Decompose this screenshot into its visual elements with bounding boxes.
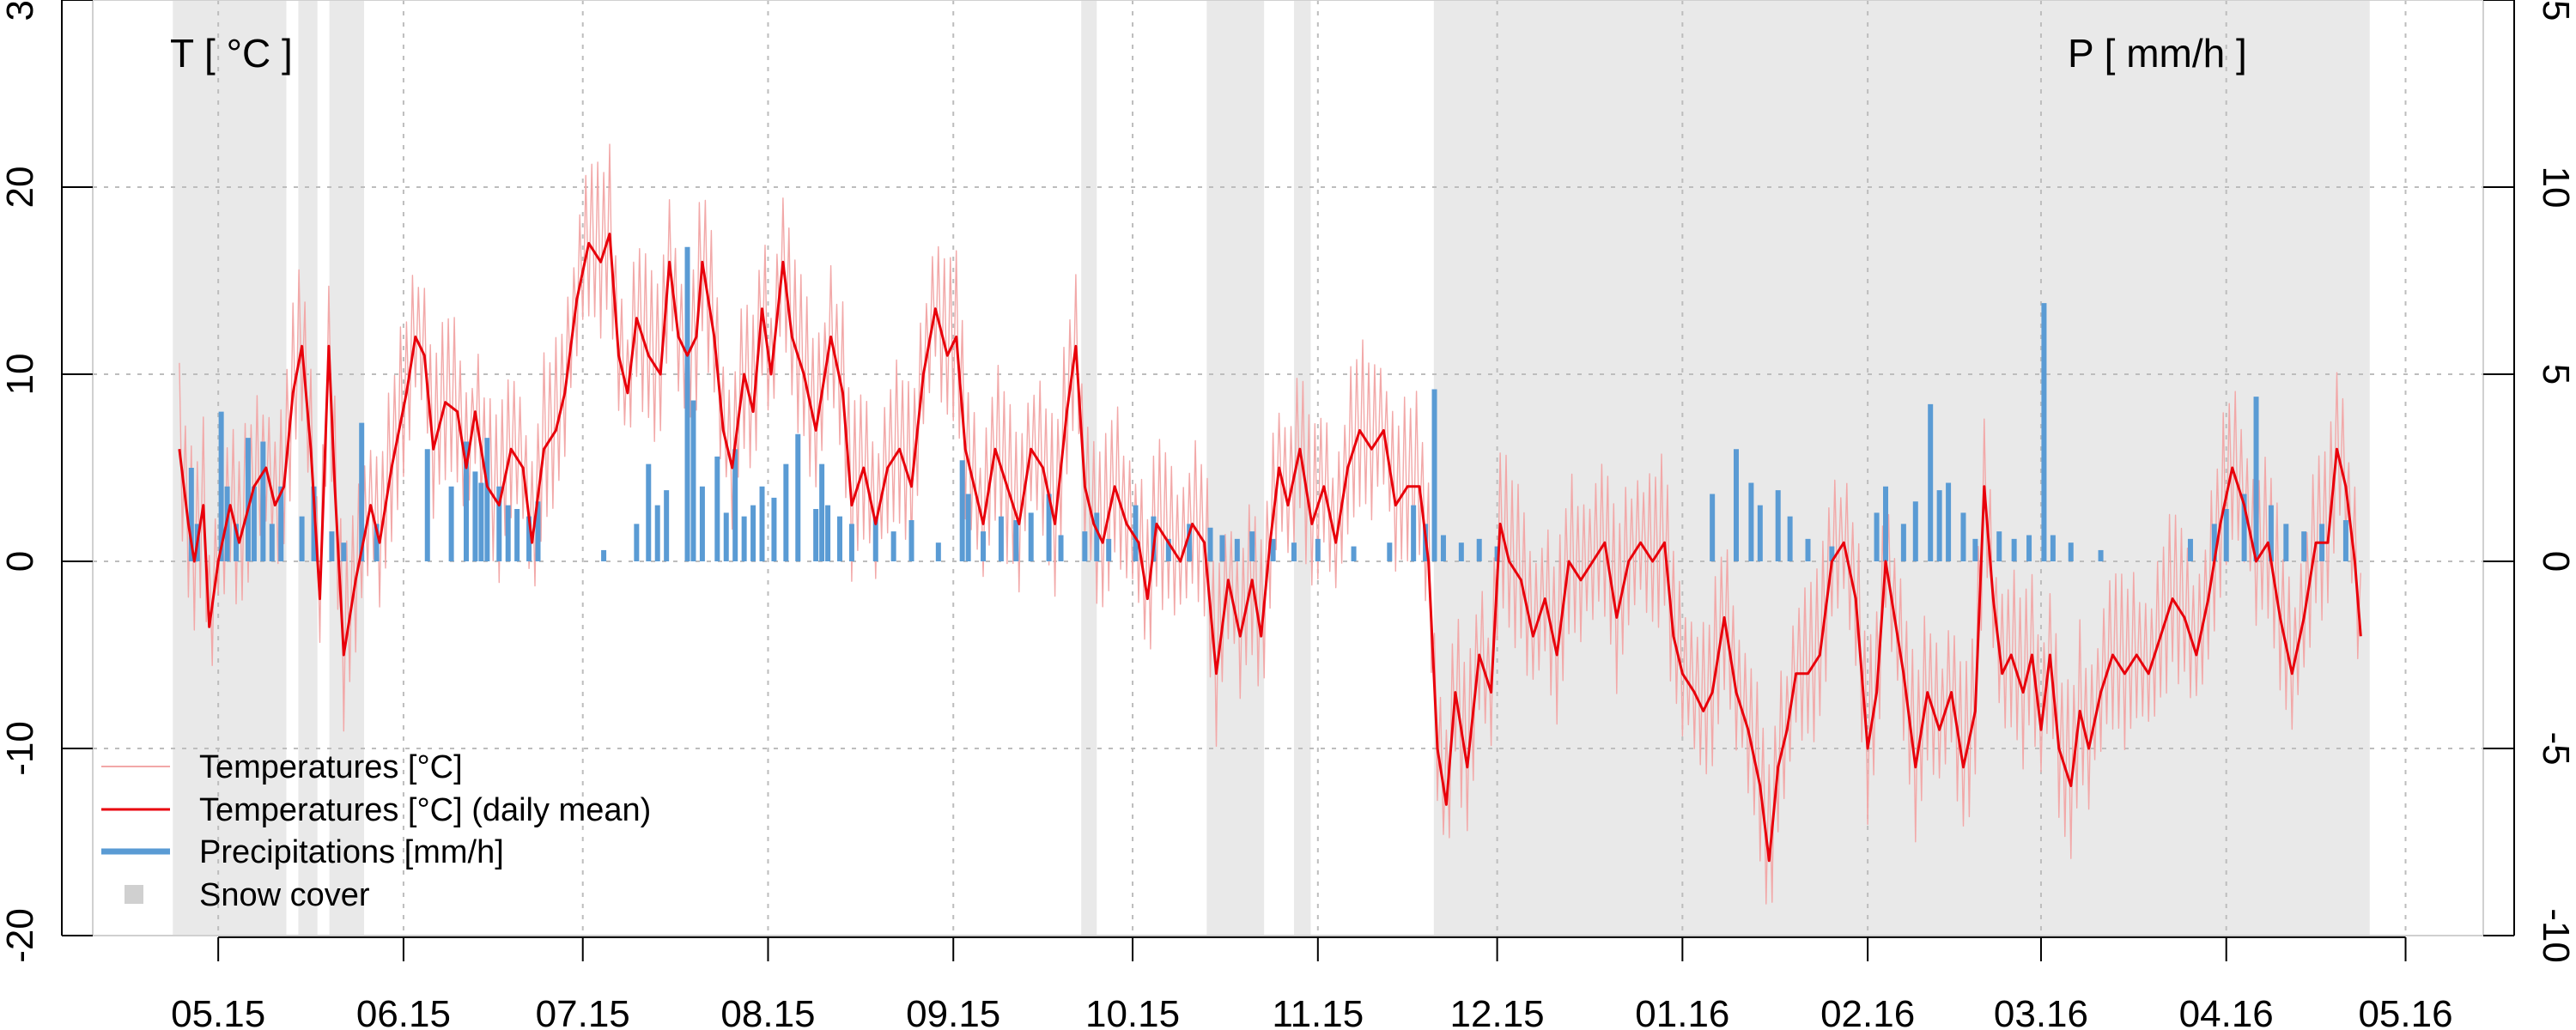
x-tick-label: 09.15: [906, 993, 1000, 1030]
x-tick-label: 04.16: [2179, 993, 2274, 1030]
left-tick-label: 30: [0, 0, 41, 21]
plot-box: [92, 0, 2484, 936]
right-axis-title: P [ mm/h ]: [2068, 31, 2247, 76]
right-tick-label: -10: [2535, 908, 2576, 963]
x-tick-label: 11.15: [1272, 993, 1364, 1030]
daily-mean-temperature-line: [178, 233, 2362, 863]
daily-mean-temperature-series: [178, 233, 2362, 863]
legend-label-snow-cover: Snow cover: [199, 877, 370, 913]
x-tick-label: 12.15: [1450, 993, 1545, 1030]
legend-label-hourly-temperature: Temperatures [°C]: [199, 749, 463, 785]
x-tick-label: 10.15: [1085, 993, 1180, 1030]
snow-cover-band: [1433, 0, 2370, 936]
x-tick-label: 05.16: [2358, 993, 2452, 1030]
hourly-temperature-series: [179, 143, 2361, 905]
x-tick-label: 06.15: [356, 993, 451, 1030]
x-tick-label: 08.15: [720, 993, 815, 1030]
x-tick-label: 05.15: [171, 993, 265, 1030]
left-axis-title: T [ °C ]: [170, 31, 293, 76]
legend-label-daily-mean: Temperatures [°C] (daily mean): [199, 792, 651, 828]
right-tick-label: 0: [2535, 551, 2576, 572]
x-tick-label: 07.15: [536, 993, 630, 1030]
right-tick-label: 5: [2535, 364, 2576, 385]
right-tick-label: 15: [2535, 0, 2576, 21]
left-tick-label: 0: [0, 551, 41, 572]
left-tick-label: 20: [0, 167, 41, 209]
left-tick-label: 10: [0, 354, 41, 396]
legend-label-precipitation: Precipitations [mm/h]: [199, 834, 504, 870]
legend: Temperatures [°C] Temperatures [°C] (dai…: [101, 749, 651, 913]
left-tick-label: -10: [0, 721, 41, 776]
x-tick-label: 02.16: [1820, 993, 1915, 1030]
right-tick-label: -5: [2535, 731, 2576, 765]
left-tick-label: -20: [0, 908, 41, 963]
x-tick-label: 01.16: [1635, 993, 1729, 1030]
hourly-temperature-line: [179, 143, 2361, 905]
snow-cover-band: [1206, 0, 1265, 936]
legend-swatch-snow-cover: [125, 885, 143, 904]
precipitation-series: [188, 246, 2348, 561]
right-tick-label: 10: [2535, 167, 2576, 209]
x-tick-label: 03.16: [1994, 993, 2088, 1030]
